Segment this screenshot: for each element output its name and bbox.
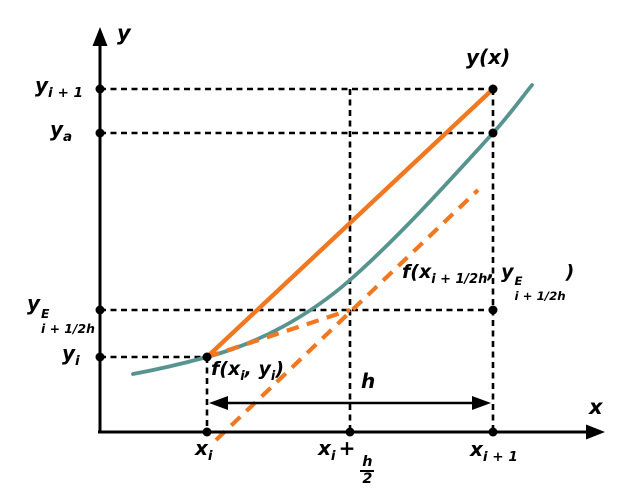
label-base: y xyxy=(62,341,76,365)
fraction-numerator: h xyxy=(362,454,373,471)
label-base: x xyxy=(470,437,483,461)
label-base: y xyxy=(27,291,41,315)
label-base: x xyxy=(318,436,331,460)
label-sub: i xyxy=(240,368,245,384)
label-prefix: f(x xyxy=(402,261,432,283)
label-sub: i + 1 xyxy=(48,85,84,101)
label-suffix: ) xyxy=(565,261,575,283)
fraction-denominator: 2 xyxy=(360,470,375,488)
label-y-a: ya xyxy=(50,118,72,145)
label-suffix: ) xyxy=(275,358,284,380)
marker-dot xyxy=(488,305,498,315)
y-axis-arrowhead xyxy=(92,27,108,46)
label-h: h xyxy=(361,369,376,393)
label-y-i: yi xyxy=(62,342,80,369)
label-base: y xyxy=(35,73,49,97)
label-plus: + xyxy=(338,436,356,460)
marker-dot xyxy=(95,352,105,362)
label-y-i-plus-1: yi + 1 xyxy=(35,74,83,101)
marker-dot xyxy=(488,84,498,94)
label-sub: i xyxy=(75,353,80,369)
label-x-midpoint: xi + h 2 xyxy=(318,436,375,488)
marker-dot xyxy=(95,128,105,138)
label-sup: E xyxy=(514,274,523,289)
label-sup: E xyxy=(41,305,50,321)
label-sub: a xyxy=(63,129,73,145)
label-base: y xyxy=(50,117,64,141)
label-sub: i + 1/2h xyxy=(41,321,95,337)
euler-half-step-line xyxy=(206,308,351,359)
marker-dot xyxy=(95,84,105,94)
label-sub: i + 1/2h xyxy=(514,289,566,304)
label-sub: i xyxy=(330,448,336,464)
marker-dot xyxy=(488,427,498,437)
label-x-i: xi xyxy=(195,437,213,464)
label-f-xi-yi: f(xi, yi) xyxy=(211,359,284,384)
marker-dot xyxy=(95,305,105,315)
curve-label: y(x) xyxy=(466,45,511,69)
label-mid: , y xyxy=(487,261,514,283)
marker-dot xyxy=(345,427,355,437)
x-axis-arrowhead xyxy=(586,424,605,440)
x-axis-title: x xyxy=(589,395,603,419)
label-mid: , y xyxy=(244,358,271,380)
label-sub: i + 1 xyxy=(482,449,518,465)
y-axis-title: y xyxy=(117,21,131,45)
label-base: x xyxy=(195,436,208,460)
marker-dot xyxy=(202,352,212,362)
solution-curve xyxy=(131,83,534,376)
label-sub: i + 1/2h xyxy=(431,271,488,287)
h-arrowhead-right xyxy=(472,396,491,410)
label-x-i-plus-1: xi + 1 xyxy=(470,438,518,465)
h-arrowhead-left xyxy=(209,396,228,410)
midpoint-slope-line xyxy=(214,188,480,442)
label-prefix: f(x xyxy=(211,358,241,380)
label-sub: i xyxy=(207,448,213,464)
method-step-line xyxy=(205,87,495,359)
marker-dot xyxy=(488,128,498,138)
label-sub: i xyxy=(270,368,276,384)
marker-dot xyxy=(202,427,212,437)
